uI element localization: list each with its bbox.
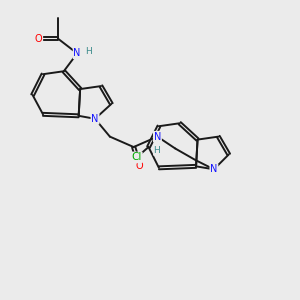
Text: H: H: [154, 146, 160, 155]
Text: O: O: [136, 161, 143, 171]
Text: O: O: [35, 34, 42, 44]
Text: N: N: [91, 114, 99, 124]
Text: Cl: Cl: [131, 152, 142, 162]
Text: N: N: [74, 48, 81, 59]
Text: N: N: [210, 164, 218, 174]
Text: H: H: [85, 46, 92, 56]
Text: N: N: [154, 132, 161, 142]
